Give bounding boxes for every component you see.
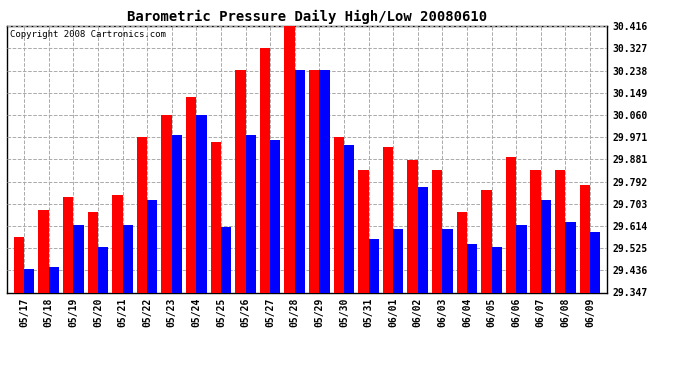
Bar — [481, 190, 491, 292]
Bar — [284, 26, 295, 292]
Bar — [172, 135, 182, 292]
Bar — [221, 227, 231, 292]
Bar — [516, 225, 526, 292]
Bar — [270, 140, 280, 292]
Bar — [334, 137, 344, 292]
Bar — [368, 240, 379, 292]
Bar — [295, 70, 305, 292]
Bar — [309, 70, 319, 292]
Bar — [555, 170, 565, 292]
Bar — [197, 115, 207, 292]
Bar — [14, 237, 24, 292]
Bar — [24, 269, 34, 292]
Bar — [73, 225, 83, 292]
Bar — [123, 225, 133, 292]
Bar — [112, 195, 123, 292]
Bar — [358, 170, 368, 292]
Bar — [590, 232, 600, 292]
Bar — [319, 70, 330, 292]
Bar — [147, 200, 157, 292]
Bar — [393, 230, 404, 292]
Bar — [246, 135, 256, 292]
Bar — [491, 247, 502, 292]
Bar — [137, 137, 147, 292]
Bar — [417, 187, 428, 292]
Bar — [506, 157, 516, 292]
Bar — [235, 70, 246, 292]
Bar — [161, 115, 172, 292]
Title: Barometric Pressure Daily High/Low 20080610: Barometric Pressure Daily High/Low 20080… — [127, 9, 487, 24]
Bar — [541, 200, 551, 292]
Bar — [580, 184, 590, 292]
Bar — [98, 247, 108, 292]
Bar — [457, 212, 467, 292]
Bar — [39, 210, 49, 292]
Bar — [565, 222, 575, 292]
Bar — [442, 230, 453, 292]
Bar — [383, 147, 393, 292]
Bar — [63, 197, 73, 292]
Bar — [531, 170, 541, 292]
Bar — [49, 267, 59, 292]
Bar — [260, 48, 270, 292]
Bar — [88, 212, 98, 292]
Bar — [432, 170, 442, 292]
Bar — [344, 145, 354, 292]
Bar — [407, 160, 417, 292]
Bar — [186, 98, 197, 292]
Text: Copyright 2008 Cartronics.com: Copyright 2008 Cartronics.com — [10, 30, 166, 39]
Bar — [210, 142, 221, 292]
Bar — [467, 244, 477, 292]
